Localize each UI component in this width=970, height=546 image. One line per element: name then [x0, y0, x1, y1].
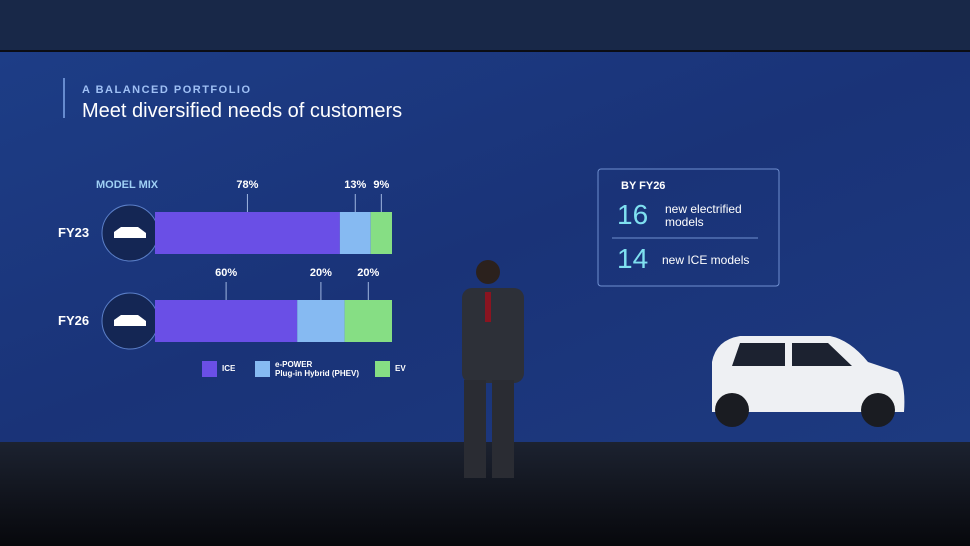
bar-segment	[155, 212, 340, 254]
car-icon	[114, 315, 146, 326]
info-box	[597, 168, 780, 287]
value-label: 20%	[309, 267, 332, 279]
info-number: 14	[617, 243, 649, 274]
bar-segment	[370, 212, 392, 254]
bar-segment	[297, 300, 345, 342]
value-label: 20%	[357, 267, 380, 279]
legend-label: EV	[395, 364, 406, 373]
category-label: FY23	[58, 225, 90, 240]
value-label: 78%	[236, 179, 259, 191]
presenter	[462, 260, 524, 478]
info-number: 16	[617, 199, 649, 230]
info-title: BY FY26	[621, 180, 666, 192]
slide-title: Meet diversified needs of customers	[82, 100, 403, 122]
value-label: 9%	[373, 179, 390, 191]
car	[712, 336, 905, 427]
legend-swatch	[202, 361, 217, 377]
ceiling	[0, 0, 970, 50]
bar-segment	[155, 300, 298, 342]
value-label: 13%	[344, 179, 367, 191]
info-text: new electrified models	[665, 202, 742, 230]
legend-label: e-POWER Plug-in Hybrid (PHEV)	[275, 360, 359, 378]
legend-swatch	[375, 361, 390, 377]
car-icon	[114, 227, 146, 238]
info-text: new ICE models	[662, 253, 750, 267]
legend-label: ICE	[222, 364, 236, 373]
legend-swatch	[255, 361, 270, 377]
category-label: FY26	[58, 313, 90, 328]
bar-segment	[339, 212, 371, 254]
kicker: A BALANCED PORTFOLIO	[82, 84, 252, 96]
chart-label: MODEL MIX	[96, 179, 159, 191]
value-label: 60%	[215, 267, 238, 279]
bar-segment	[344, 300, 392, 342]
